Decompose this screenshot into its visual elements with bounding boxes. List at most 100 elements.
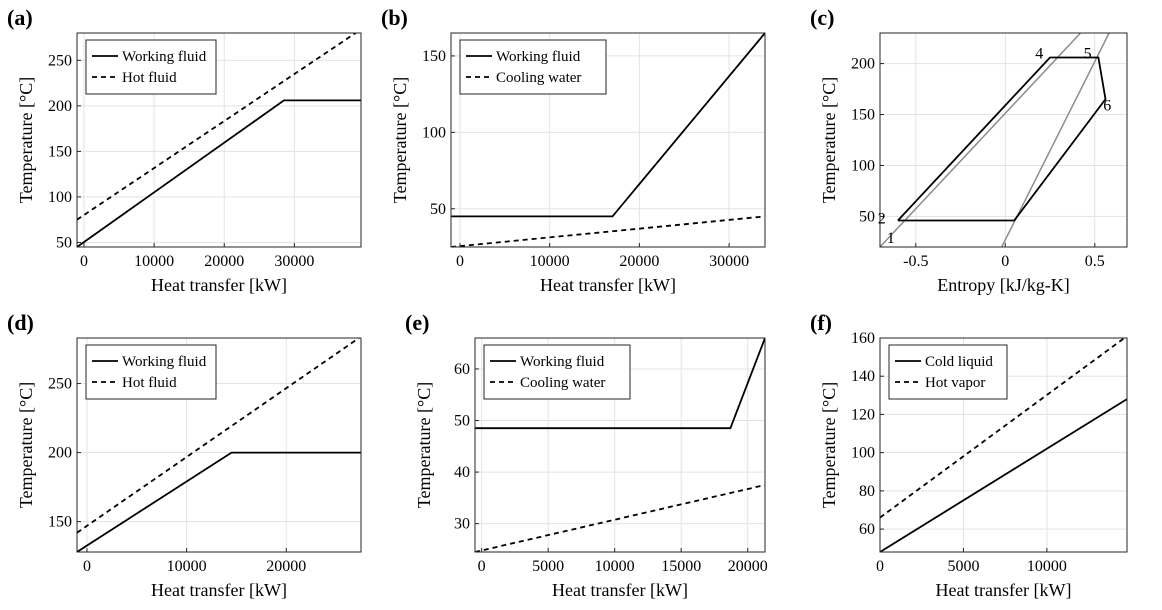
x-tick-label: 0 (876, 558, 884, 575)
x-tick-label: 0 (80, 253, 88, 270)
y-tick-label: 250 (48, 376, 72, 393)
y-axis-label: Temperature [°C] (390, 77, 410, 203)
y-axis-label: Temperature [°C] (16, 77, 36, 203)
y-tick-label: 80 (859, 483, 875, 500)
legend-label: Working fluid (122, 49, 207, 65)
axes-frame (450, 32, 766, 248)
y-tick-label: 60 (454, 361, 470, 378)
x-axis-label: Heat transfer [kW] (151, 275, 287, 295)
panel-c: (c) -0.5 0 0.5 50 100 150 200 Entropy [kJ/kg-K] T… (810, 5, 1128, 295)
point-label: 2 (878, 210, 886, 227)
legend-label: Cold liquid (925, 354, 993, 370)
x-tick-label: 30000 (274, 253, 314, 270)
y-tick-label: 200 (851, 56, 875, 73)
y-tick-label: 50 (430, 201, 446, 218)
legend: Working fluid Hot fluid (85, 39, 217, 95)
series-line-working-fluid (451, 33, 765, 218)
series-line-curve-1 (1001, 33, 1110, 247)
legend: Cold liquid Hot vapor (888, 344, 1008, 400)
x-tick-label: 5000 (532, 558, 564, 575)
x-tick-label: 10000 (167, 558, 207, 575)
plot-area (451, 33, 765, 247)
series-line-working-fluid (475, 338, 765, 430)
panel-label: (e) (405, 310, 429, 335)
legend-box (85, 39, 217, 95)
panel-a: (a) 0 10000 20000 30000 50 100 150 200 250 Heat tr… (7, 5, 362, 295)
y-tick-label: 50 (859, 208, 875, 225)
y-tick-label: 120 (851, 406, 875, 423)
axes-frame (474, 337, 766, 553)
point-label: 6 (1103, 97, 1111, 114)
legend-label: Hot fluid (122, 70, 177, 86)
legend: Working fluid Cooling water (483, 344, 631, 400)
point-label: 4 (1035, 45, 1043, 62)
x-axis-label: Heat transfer [kW] (552, 580, 688, 600)
series-line-curve-2 (897, 56, 1107, 222)
x-tick-label: 10000 (134, 253, 174, 270)
plot-area (880, 33, 1110, 247)
x-axis-label: Entropy [kJ/kg-K] (937, 275, 1069, 295)
y-tick-label: 200 (48, 98, 72, 115)
legend-box (85, 344, 217, 400)
panel-label: (f) (810, 310, 832, 335)
panel-label: (b) (381, 5, 408, 30)
x-tick-label: 0 (478, 558, 486, 575)
x-tick-label: 30000 (709, 253, 749, 270)
series-line-cooling-water (451, 215, 765, 247)
x-tick-label: 10000 (1027, 558, 1067, 575)
legend-box (888, 344, 1008, 400)
plot-area (77, 33, 361, 247)
panel-b: (b) 0 10000 20000 30000 50 100 150 Heat transfer… (381, 5, 766, 295)
x-tick-label: 0 (1001, 253, 1009, 270)
series-line-hot-fluid (77, 33, 358, 221)
x-tick-label: 10000 (530, 253, 570, 270)
point-label: 5 (1084, 45, 1092, 62)
x-tick-label: 20000 (266, 558, 306, 575)
panel-label: (d) (7, 310, 34, 335)
panel-d: (d) 0 10000 20000 150 200 250 Heat transfer [kW… (7, 310, 362, 600)
y-tick-label: 200 (48, 445, 72, 462)
series-line-hot-fluid (77, 338, 361, 534)
series-line-working-fluid (77, 99, 361, 247)
legend-box (459, 39, 607, 95)
x-tick-label: 0.5 (1085, 253, 1105, 270)
y-tick-label: 140 (851, 368, 875, 385)
y-tick-label: 150 (48, 514, 72, 531)
y-tick-label: 50 (454, 413, 470, 430)
series-line-hot-vapor (880, 338, 1126, 519)
panel-label: (a) (7, 5, 33, 30)
y-axis-label: Temperature [°C] (16, 382, 36, 508)
x-tick-label: 20000 (619, 253, 659, 270)
legend-label: Hot fluid (122, 375, 177, 391)
series-line-cooling-water (475, 484, 765, 552)
point-label: 1 (887, 230, 895, 247)
series-line-cold-liquid (880, 398, 1127, 552)
y-axis-label: Temperature [°C] (414, 382, 434, 508)
x-tick-label: -0.5 (903, 253, 928, 270)
legend-label: Working fluid (496, 49, 581, 65)
y-axis-label: Temperature [°C] (819, 77, 839, 203)
x-axis-label: Heat transfer [kW] (540, 275, 676, 295)
axes-frame (879, 337, 1128, 553)
series-line-curve-0 (880, 33, 1082, 247)
x-tick-label: 20000 (728, 558, 768, 575)
panel-e: (e) 0 5000 10000 15000 20000 30 40 50 60 Heat tran… (405, 310, 768, 600)
series-line-working-fluid (77, 451, 361, 552)
panel-label: (c) (810, 5, 834, 30)
x-tick-label: 10000 (595, 558, 635, 575)
panel-f: (f) 0 5000 10000 60 80 100 120 140 160 Heat transf… (810, 310, 1128, 600)
legend-label: Cooling water (496, 70, 581, 86)
y-tick-label: 160 (851, 330, 875, 347)
y-tick-label: 100 (851, 445, 875, 462)
x-tick-label: 15000 (661, 558, 701, 575)
legend-label: Working fluid (122, 354, 207, 370)
y-tick-label: 150 (851, 107, 875, 124)
y-tick-label: 60 (859, 521, 875, 538)
legend-label: Cooling water (520, 375, 605, 391)
axes-frame (76, 32, 362, 248)
x-tick-label: 0 (83, 558, 91, 575)
plot-area (77, 338, 361, 552)
y-tick-label: 150 (422, 48, 446, 65)
y-tick-label: 150 (48, 143, 72, 160)
